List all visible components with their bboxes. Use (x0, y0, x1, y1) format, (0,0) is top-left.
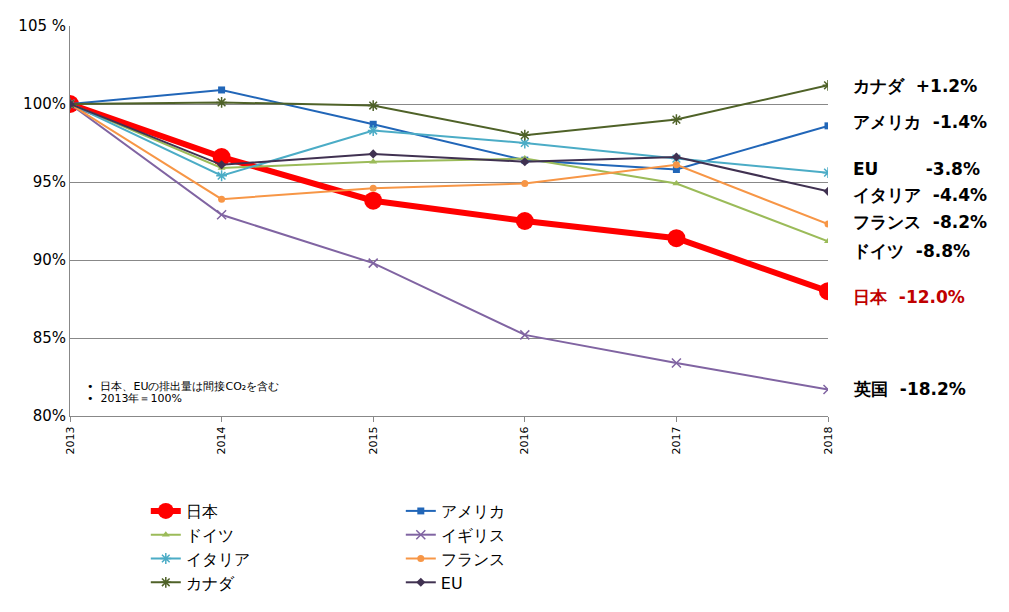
svg-text:80%: 80% (33, 407, 66, 425)
svg-text:ドイツ: ドイツ (186, 526, 234, 545)
svg-text:イギリス: イギリス (441, 526, 505, 545)
svg-text:• 2013年＝100%: • 2013年＝100% (87, 392, 182, 405)
svg-text:EU -3.8%: EU -3.8% (853, 159, 980, 179)
svg-text:カナダ: カナダ (186, 574, 235, 593)
svg-text:フランス: フランス (441, 550, 505, 569)
svg-text:カナダ +1.2%: カナダ +1.2% (853, 76, 977, 96)
svg-text:85%: 85% (33, 329, 66, 347)
svg-text:2017: 2017 (670, 426, 683, 454)
svg-text:90%: 90% (33, 251, 66, 269)
svg-text:2018: 2018 (822, 426, 835, 454)
svg-text:アメリカ -1.4%: アメリカ -1.4% (853, 112, 987, 132)
svg-text:イタリア: イタリア (186, 550, 250, 569)
svg-text:• 日本、EUの排出量は間接CO₂を含む: • 日本、EUの排出量は間接CO₂を含む (87, 380, 279, 393)
svg-text:英国 -18.2%: 英国 -18.2% (853, 379, 966, 399)
svg-text:アメリカ: アメリカ (441, 502, 505, 521)
svg-text:イタリア -4.4%: イタリア -4.4% (853, 185, 987, 205)
svg-text:EU: EU (441, 574, 463, 593)
svg-text:95%: 95% (33, 173, 66, 191)
svg-text:2015: 2015 (367, 426, 380, 454)
svg-text:2013: 2013 (64, 426, 77, 454)
svg-text:日本: 日本 (186, 502, 218, 521)
svg-text:2016: 2016 (518, 426, 531, 454)
svg-text:フランス -8.2%: フランス -8.2% (853, 212, 987, 232)
svg-text:105 %: 105 % (18, 17, 66, 35)
svg-text:2014: 2014 (215, 426, 228, 454)
svg-text:100%: 100% (23, 95, 66, 113)
svg-text:日本 -12.0%: 日本 -12.0% (853, 287, 965, 307)
svg-text:ドイツ -8.8%: ドイツ -8.8% (853, 241, 970, 261)
